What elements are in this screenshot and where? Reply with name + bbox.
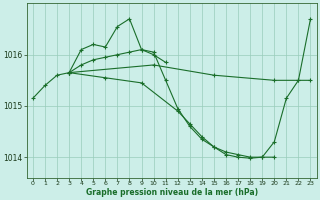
X-axis label: Graphe pression niveau de la mer (hPa): Graphe pression niveau de la mer (hPa) — [86, 188, 258, 197]
